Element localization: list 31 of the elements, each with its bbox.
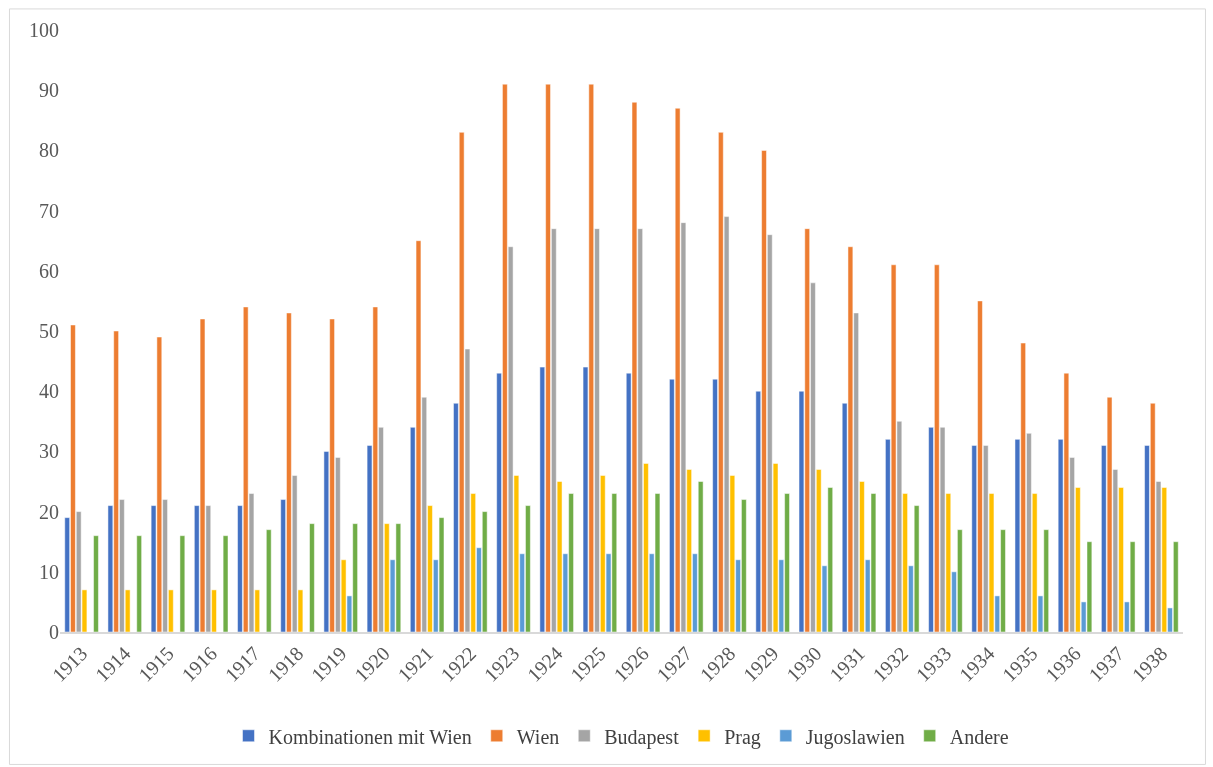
x-tick-label: 1932: [868, 642, 913, 686]
bar: [136, 535, 142, 632]
y-tick-label: 30: [39, 440, 59, 463]
bar: [222, 535, 229, 632]
legend-label: Jugoslawien: [805, 725, 905, 749]
y-tick-label: 100: [29, 19, 59, 41]
bar: [309, 523, 315, 632]
x-tick-label: 1919: [306, 642, 351, 686]
x-tick-label: 1930: [781, 642, 826, 686]
legend-label: Budapest: [604, 725, 680, 749]
bar: [179, 535, 186, 632]
y-tick-label: 10: [39, 560, 59, 583]
bar: [93, 535, 99, 632]
legend-label: Andere: [949, 725, 1009, 748]
y-tick-label: 50: [39, 320, 59, 342]
x-tick-label: 1921: [393, 642, 438, 686]
legend-label: Prag: [724, 725, 761, 749]
x-tick-label: 1929: [738, 642, 783, 686]
y-tick-label: 70: [39, 199, 59, 222]
y-tick-label: 0: [49, 621, 59, 643]
legend-label: Wien: [516, 725, 560, 748]
x-tick-label: 1922: [436, 642, 481, 686]
y-tick-label: 20: [39, 500, 59, 523]
x-tick-label: 1920: [350, 642, 394, 686]
y-tick-label: 90: [39, 79, 59, 102]
bar: [266, 529, 272, 632]
x-tick-label: 1931: [825, 642, 869, 686]
y-tick-label: 60: [39, 259, 59, 282]
y-tick-label: 40: [39, 380, 59, 403]
y-tick-label: 80: [39, 139, 59, 162]
legend-label: Kombinationen mit Wien: [268, 725, 472, 748]
